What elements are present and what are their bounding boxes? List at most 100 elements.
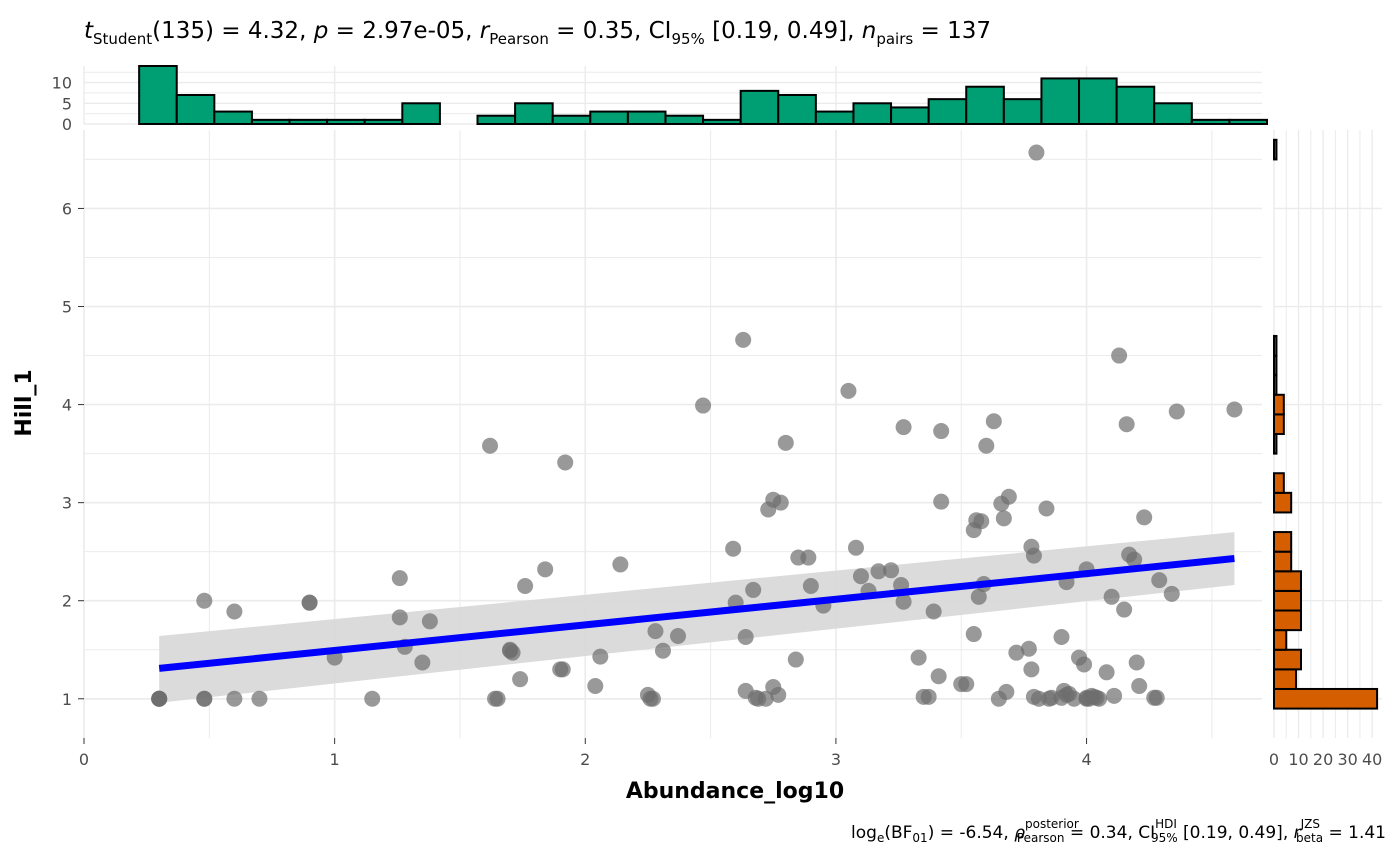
data-point (910, 649, 927, 666)
top-hist-bar (401, 102, 441, 125)
data-point (1168, 403, 1185, 420)
top-hist-bar (1040, 77, 1081, 126)
x-tick-label: 4 (1081, 750, 1091, 769)
right-hist-bar (1273, 334, 1278, 357)
data-point (1066, 690, 1083, 707)
data-point (725, 540, 742, 557)
top-hist-bar (1153, 102, 1193, 125)
data-point (990, 690, 1007, 707)
y-tick-label: 4 (62, 396, 72, 415)
top-hist-bar (326, 118, 366, 125)
top-hist-bar (175, 94, 216, 125)
x-tick-label: 0 (79, 750, 89, 769)
data-point (1000, 488, 1017, 505)
right-hist-bar (1273, 609, 1302, 632)
data-point (895, 593, 912, 610)
y-tick-label: 3 (62, 494, 72, 513)
data-point (770, 686, 787, 703)
right-hist-tick-label: 10 (1288, 750, 1308, 769)
data-point (1131, 678, 1148, 695)
data-point (1025, 547, 1042, 564)
right-hist-tick-label: 40 (1362, 750, 1382, 769)
right-hist-bar (1273, 354, 1278, 377)
data-point (502, 642, 519, 659)
data-point (552, 661, 569, 678)
data-point (151, 690, 168, 707)
data-point (978, 437, 995, 454)
data-point (1148, 689, 1165, 706)
y-axis-title: Hill_1 (12, 369, 37, 436)
data-point (654, 642, 671, 659)
data-point (933, 493, 950, 510)
data-point (1116, 601, 1133, 618)
data-point (1091, 690, 1108, 707)
data-point (1111, 347, 1128, 364)
main-panel: 0 1 2 3 4 1 2 3 4 5 6 (62, 130, 1262, 769)
top-hist-bar (739, 89, 780, 125)
top-hist-tick-label: 10 (52, 74, 72, 93)
right-hist-bar (1273, 550, 1293, 573)
data-point (1078, 690, 1095, 707)
right-hist-bar (1273, 629, 1288, 651)
data-point (1118, 416, 1135, 433)
top-histogram: 0 510 (52, 65, 1269, 134)
top-hist-bar (1190, 118, 1231, 125)
right-hist-bar (1273, 393, 1285, 416)
data-point (482, 437, 499, 454)
data-point (870, 563, 887, 580)
confidence-band (159, 532, 1235, 703)
data-point (995, 510, 1012, 527)
data-point (695, 397, 712, 414)
y-tick-label: 6 (62, 199, 72, 218)
top-hist-bar (664, 114, 705, 126)
data-point (965, 626, 982, 643)
top-hist-bar (1002, 98, 1043, 126)
top-hist-bar (288, 118, 329, 125)
data-point (787, 651, 804, 668)
data-point (196, 690, 213, 707)
data-point (847, 539, 864, 556)
top-hist-bar (852, 102, 893, 125)
x-tick-label: 3 (831, 750, 841, 769)
data-point (364, 690, 381, 707)
right-hist-bar (1273, 589, 1302, 612)
data-point (925, 603, 942, 620)
y-tick-label: 5 (62, 298, 72, 317)
top-hist-bar (1115, 85, 1156, 125)
data-point (1098, 664, 1115, 681)
right-hist-bar (1273, 687, 1379, 710)
data-point (421, 613, 438, 630)
data-point (391, 609, 408, 626)
data-point (517, 578, 534, 594)
data-point (790, 549, 807, 566)
data-point (1163, 585, 1180, 602)
top-hist-bar (1078, 77, 1118, 126)
top-hist-bar (927, 98, 968, 126)
top-hist-bar (213, 110, 253, 125)
y-tick-label: 2 (62, 592, 72, 611)
data-point (414, 654, 431, 671)
right-histogram: 0 10 20 30 40 (1269, 130, 1382, 769)
data-point (487, 690, 504, 707)
data-point (226, 690, 243, 707)
top-hist-bar (589, 110, 629, 125)
top-hist-bar (363, 118, 404, 125)
data-point (930, 668, 947, 685)
data-point (587, 678, 604, 695)
right-hist-bar (1273, 472, 1285, 494)
x-axis-title: Abundance_log10 (626, 779, 844, 804)
top-hist-bar (626, 110, 667, 125)
top-hist-bar (551, 114, 592, 126)
data-point (852, 568, 869, 585)
top-hist-bar (890, 106, 930, 126)
data-point (557, 454, 574, 471)
top-hist-bar (965, 85, 1005, 125)
data-point (895, 419, 912, 436)
data-point (1008, 644, 1025, 661)
data-point (883, 562, 900, 579)
top-hist-bar (476, 114, 517, 126)
data-point (647, 623, 664, 640)
top-hist-bar (814, 110, 855, 125)
